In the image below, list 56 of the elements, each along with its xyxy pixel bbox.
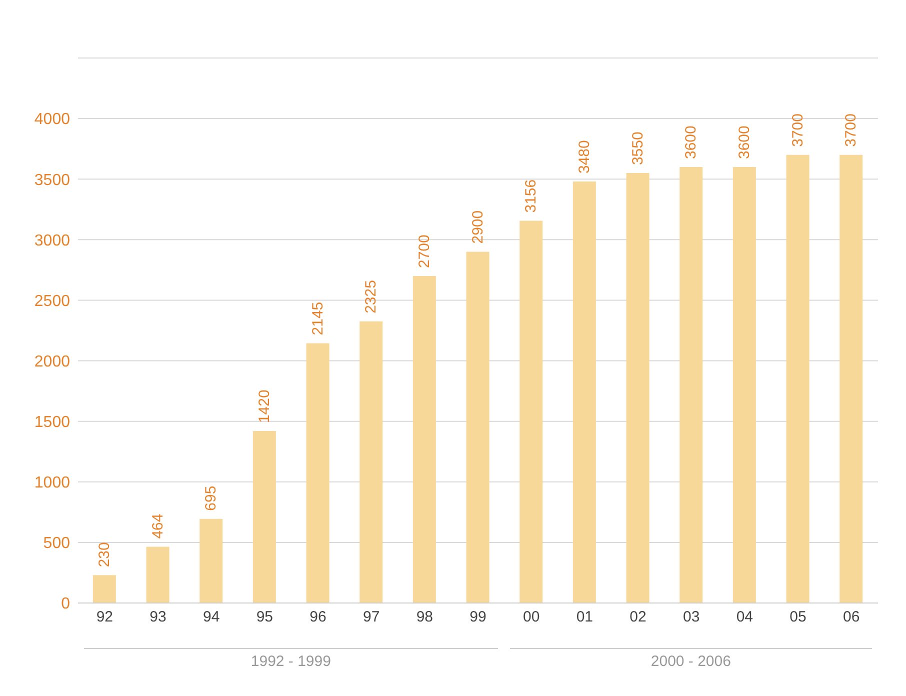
bar (200, 518, 223, 603)
x-tick-label: 98 (416, 608, 434, 626)
x-tick-label: 97 (362, 608, 380, 626)
x-tick-label: 03 (682, 608, 700, 626)
bar (466, 252, 490, 603)
y-tick-label: 4000 (34, 111, 70, 128)
text: 2000 - 2006 (510, 648, 872, 670)
x-tick-label: 93 (150, 608, 166, 626)
bar (786, 154, 810, 603)
data-label: 1420 (256, 390, 273, 424)
data-label: 464 (149, 514, 166, 539)
data-label: 695 (202, 486, 220, 511)
x-tick-label: 99 (470, 608, 486, 626)
text: 1992 - 1999 (84, 648, 498, 670)
x-tick-label: 01 (576, 608, 594, 626)
bar (572, 182, 596, 603)
data-label: 3700 (789, 114, 806, 147)
y-tick-label: 500 (43, 535, 70, 552)
x-tick-label: 05 (790, 608, 806, 626)
bar (412, 276, 436, 603)
bar (732, 167, 756, 603)
data-label: 3550 (629, 132, 646, 166)
bar (252, 431, 276, 603)
data-label: 2325 (362, 280, 380, 314)
bar (840, 154, 863, 603)
bar (680, 167, 703, 603)
y-tick-label: 2000 (34, 353, 70, 370)
bar (360, 321, 383, 603)
y-tick-label: 3500 (34, 172, 70, 189)
x-tick-label: 06 (842, 608, 860, 626)
bar (306, 343, 330, 603)
bar (92, 575, 116, 603)
y-tick-label: 3000 (34, 232, 70, 250)
x-tick-label: 00 (522, 608, 540, 626)
y-tick-label: 1000 (34, 474, 70, 492)
data-label: 3156 (522, 179, 540, 213)
bar (626, 173, 650, 603)
x-tick-label: 02 (630, 608, 646, 626)
x-tick-label: 92 (96, 608, 114, 626)
data-label: 3700 (842, 114, 860, 147)
y-tick-label: 2500 (34, 292, 70, 310)
x-tick-label: 04 (736, 608, 754, 626)
data-label: 3600 (682, 126, 700, 159)
data-label: 2700 (416, 234, 433, 268)
x-tick-label: 94 (202, 608, 220, 626)
bar (520, 220, 543, 603)
y-tick-label: 0 (61, 596, 70, 613)
x-tick-label: 96 (310, 608, 326, 626)
data-label: 3600 (736, 126, 753, 159)
data-label: 2900 (469, 210, 486, 244)
data-label: 230 (96, 542, 113, 568)
y-tick-label: 1500 (34, 414, 70, 432)
x-tick-label: 95 (256, 608, 274, 626)
data-label: 3480 (576, 140, 593, 174)
data-label: 2145 (309, 302, 326, 336)
bar (146, 546, 170, 603)
